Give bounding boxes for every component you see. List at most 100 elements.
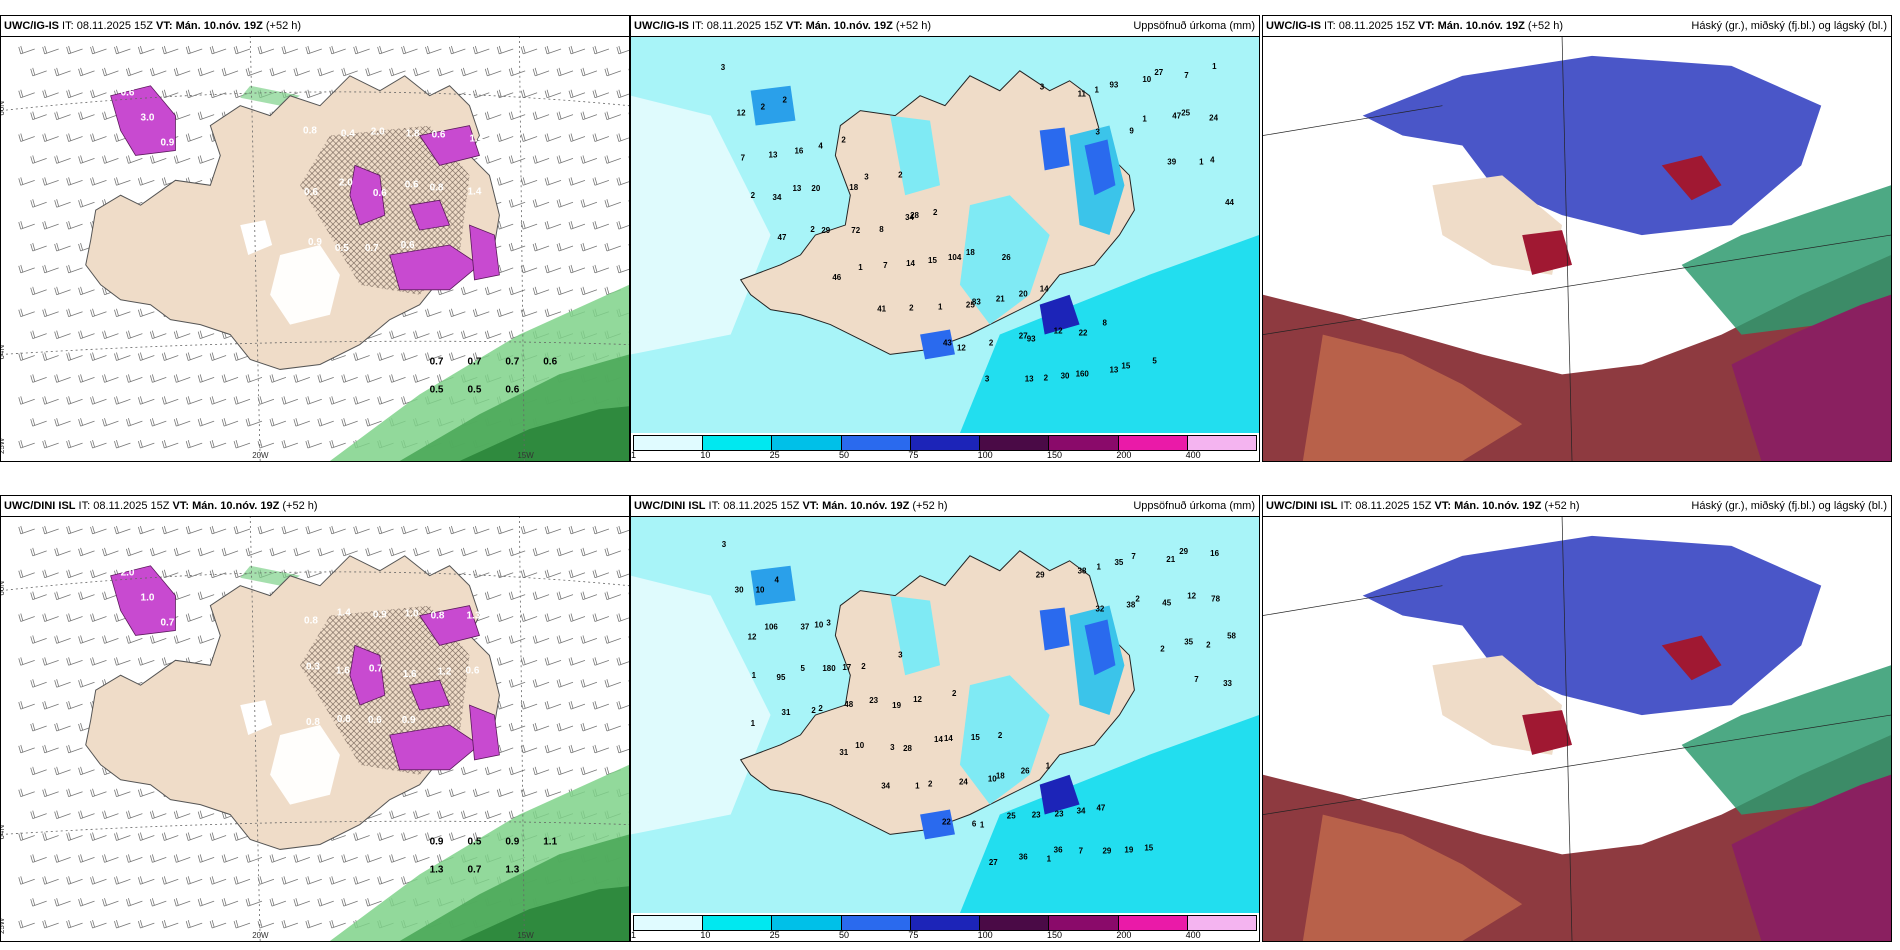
precip-value-label: 32 xyxy=(1096,605,1105,614)
precip-value-label: 5 xyxy=(800,664,805,673)
precip-value-label: 2 xyxy=(928,780,933,789)
colorbar-tick: 1 xyxy=(631,450,637,460)
icing-value-label: 1.0 xyxy=(405,609,419,620)
precip-value-label: 34 xyxy=(881,782,890,791)
precip-value-label: 2 xyxy=(818,704,823,713)
icing-value-label: 1.1 xyxy=(543,836,557,847)
colorbar-swatch xyxy=(1187,436,1256,450)
icing-value-label: 0.9 xyxy=(430,836,444,847)
precip-colorbar: 1 10 25 50 75 100 150 200 400 xyxy=(631,913,1259,941)
panel-header: UWC/DINI ISL IT: 08.11.2025 15Z VT: Mán.… xyxy=(1263,496,1891,517)
precip-value-label: 25 xyxy=(1007,811,1016,820)
icing-value-label: 0.8 xyxy=(431,611,445,622)
icing-value-label: 1.6 xyxy=(403,669,417,680)
precip-value-label: 38 xyxy=(1126,601,1135,610)
panel-header: UWC/IG-IS IT: 08.11.2025 15Z VT: Mán. 10… xyxy=(631,16,1259,37)
precip-value-label: 15 xyxy=(1144,843,1153,852)
precip-value-label: 21 xyxy=(1166,555,1175,564)
colorbar-tick: 1 xyxy=(631,930,637,940)
lead-time: (+52 h) xyxy=(265,20,302,32)
colorbar-tick: 200 xyxy=(1116,450,1132,460)
precip-value-label: 1 xyxy=(751,719,756,728)
field-title: Háský (gr.), miðský (fj.bl.) og lágský (… xyxy=(1691,20,1887,32)
map-canvas: 66N 64N 20W 15W 25W 2.0 1.0 0.7 0.8 1.4 0.9 1.0 0.8 1… xyxy=(1,516,629,941)
icing-value-label: 0.6 xyxy=(401,240,415,251)
panel-header: UWC/DINI ISL IT: 08.11.2025 15Z VT: Mán.… xyxy=(1,496,629,517)
precip-value-label: 47 xyxy=(1097,804,1106,813)
icing-value-label: 1.2 xyxy=(438,666,452,677)
precip-value-label: 27 xyxy=(989,858,998,867)
valid-time: Mán. 10.nóv. 19Z xyxy=(175,20,263,32)
precip-value-label: 19 xyxy=(892,701,901,710)
precip-value-label: 93 xyxy=(1109,81,1118,90)
precip-value-label: 22 xyxy=(942,817,951,826)
lon-label: 25W xyxy=(1,917,6,934)
precip-value-label: 10 xyxy=(756,586,765,595)
precip-value-label: 1 xyxy=(1212,62,1217,71)
valid-time: Mán. 10.nóv. 19Z xyxy=(1437,20,1525,32)
colorbar-swatch xyxy=(1118,436,1188,450)
precip-value-label: 8 xyxy=(879,225,884,234)
model-name: UWC/IG-IS xyxy=(634,20,689,32)
vt-prefix: VT: xyxy=(1431,500,1455,512)
colorbar-tick: 200 xyxy=(1116,930,1132,940)
colorbar-swatch xyxy=(1049,436,1119,450)
precip-value-label: 7 xyxy=(883,261,888,270)
precip-value-label: 1 xyxy=(1047,854,1052,863)
field-title: Uppsöfnuð úrkoma (mm) xyxy=(1133,500,1255,512)
precip-value-label: 18 xyxy=(849,183,858,192)
precip-value-label: 46 xyxy=(832,273,841,282)
colorbar-tick: 75 xyxy=(908,450,919,460)
map-panel-1-0: UWC/DINI ISL IT: 08.11.2025 15Z VT: Mán.… xyxy=(0,495,630,942)
precip-value-label: 9 xyxy=(1129,127,1134,136)
precip-value-label: 104 xyxy=(948,253,962,262)
vt-prefix: VT: xyxy=(152,20,176,32)
init-time: 08.11.2025 15Z xyxy=(76,20,153,32)
init-time: 08.11.2025 15Z xyxy=(93,500,170,512)
valid-time: Mán. 10.nóv. 19Z xyxy=(805,20,893,32)
precip-colorbar: 1 10 25 50 75 100 150 200 400 xyxy=(631,433,1259,461)
colorbar-tick: 150 xyxy=(1047,930,1063,940)
precip-value-label: 2 xyxy=(933,208,938,217)
icing-value-label: 0.7 xyxy=(468,864,482,875)
precip-value-label: 15 xyxy=(1121,361,1130,370)
precip-value-label: 38 xyxy=(1078,567,1087,576)
precip-value-label: 2 xyxy=(1206,640,1211,649)
panel-header: UWC/DINI ISL IT: 08.11.2025 15Z VT: Mán.… xyxy=(631,496,1259,517)
precip-value-label: 13 xyxy=(1025,374,1034,383)
precip-value-label: 31 xyxy=(839,748,848,757)
precip-value-label: 12 xyxy=(957,343,966,352)
precip-value-label: 1 xyxy=(1199,157,1204,166)
colorbar-tick: 400 xyxy=(1185,450,1201,460)
icing-value-label: 0.5 xyxy=(335,243,349,254)
precip-value-label: 2 xyxy=(1135,595,1140,604)
precip-value-label: 12 xyxy=(737,109,746,118)
lon-label: 20W xyxy=(252,931,269,940)
icing-value-label: 1.4 xyxy=(468,186,482,197)
map-panel-0-1: UWC/IG-IS IT: 08.11.2025 15Z VT: Mán. 10… xyxy=(630,15,1260,462)
lat-label: 64N xyxy=(1,825,6,840)
colorbar-swatch xyxy=(634,436,704,450)
precip-value-label: 95 xyxy=(777,673,786,682)
precip-value-label: 13 xyxy=(792,184,801,193)
precip-value-label: 6 xyxy=(972,819,977,828)
map-canvas xyxy=(1263,516,1891,941)
colorbar-tick: 150 xyxy=(1047,450,1063,460)
precip-value-label: 10 xyxy=(1142,75,1151,84)
precip-value-label: 18 xyxy=(966,248,975,257)
icing-value-label: 0.7 xyxy=(369,663,383,674)
vt-prefix: VT: xyxy=(799,500,823,512)
icing-value-label: 1.3 xyxy=(505,864,519,875)
map-canvas xyxy=(1263,36,1891,461)
colorbar-tick: 400 xyxy=(1185,930,1201,940)
map-canvas: 66N 64N 20W 15W 25W 0.6 3.0 0.9 0.8 0.4 2.0 1.8 0.6 1… xyxy=(1,36,629,461)
colorbar-tick: 10 xyxy=(700,450,711,460)
icing-value-label: 0.6 xyxy=(373,188,387,199)
precip-value-label: 4 xyxy=(775,576,780,585)
lead-time: (+52 h) xyxy=(1544,500,1580,512)
precip-value-label: 14 xyxy=(944,734,953,743)
precip-value-label: 28 xyxy=(910,211,919,220)
precip-value-label: 12 xyxy=(913,695,922,704)
colorbar-swatch xyxy=(772,436,842,450)
precip-value-label: 35 xyxy=(1184,637,1193,646)
